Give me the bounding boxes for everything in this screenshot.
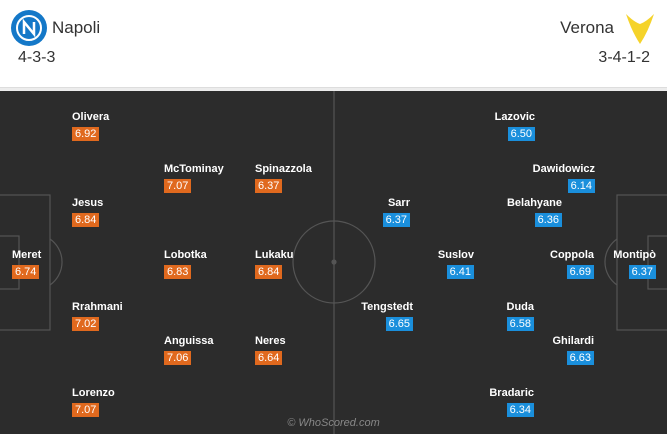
player-rating: 6.41 xyxy=(446,265,474,279)
player-rating: 7.07 xyxy=(72,403,100,417)
player: Duda 6.58 xyxy=(506,300,535,331)
pitch xyxy=(0,91,667,434)
player-rating: 6.63 xyxy=(566,351,594,365)
player-name: Belahyane xyxy=(506,197,562,209)
player-rating: 6.83 xyxy=(164,265,192,279)
player: Dawidowicz 6.14 xyxy=(533,162,595,193)
player-rating: 6.58 xyxy=(506,317,534,331)
player-name: Bradaric xyxy=(489,387,534,399)
player: Coppola 6.69 xyxy=(550,248,594,279)
watermark: © WhoScored.com xyxy=(287,417,380,429)
player-rating: 6.69 xyxy=(566,265,594,279)
player-name: Rrahmani xyxy=(72,301,123,313)
player-rating: 6.84 xyxy=(72,213,100,227)
home-formation: 4-3-3 xyxy=(18,49,56,66)
player-rating: 6.37 xyxy=(628,265,656,279)
player: Ghilardi 6.63 xyxy=(552,334,594,365)
player-rating: 6.92 xyxy=(72,127,100,141)
player: Lazovic 6.50 xyxy=(495,110,535,141)
player: Meret 6.74 xyxy=(12,248,41,279)
player: Bradaric 6.34 xyxy=(489,386,534,417)
player-name: Neres xyxy=(255,335,286,347)
player-name: Tengstedt xyxy=(361,301,413,313)
player-rating: 6.37 xyxy=(255,179,283,193)
player-name: Montipò xyxy=(613,249,656,261)
player: Lukaku 6.84 xyxy=(255,248,294,279)
player-rating: 7.06 xyxy=(164,351,192,365)
away-name: Verona xyxy=(560,18,614,37)
player: Rrahmani 7.02 xyxy=(72,300,123,331)
player-rating: 7.07 xyxy=(164,179,192,193)
player-rating: 6.74 xyxy=(12,265,40,279)
player-rating: 7.02 xyxy=(72,317,100,331)
player-rating: 6.14 xyxy=(567,179,595,193)
player: Montipò 6.37 xyxy=(613,248,656,279)
player-name: Spinazzola xyxy=(255,163,312,175)
header: Napoli 4-3-3 Verona 3-4-1-2 xyxy=(0,0,667,88)
player-rating: 6.65 xyxy=(385,317,413,331)
player: Olivera 6.92 xyxy=(72,110,109,141)
player-name: Dawidowicz xyxy=(532,163,595,175)
player-rating: 6.37 xyxy=(382,213,410,227)
player-name: Lazovic xyxy=(494,111,535,123)
home-logo xyxy=(11,10,47,46)
player-name: Olivera xyxy=(72,111,110,123)
player-name: Lukaku xyxy=(255,249,294,261)
player-name: Lorenzo xyxy=(72,387,115,399)
player-name: Suslov xyxy=(437,249,474,261)
player-name: Coppola xyxy=(550,249,594,261)
player: Sarr 6.37 xyxy=(382,196,410,227)
player: Lorenzo 7.07 xyxy=(72,386,115,417)
player-rating: 6.64 xyxy=(255,351,283,365)
player-name: Meret xyxy=(12,249,42,261)
player-name: Duda xyxy=(506,301,535,313)
player-rating: 6.34 xyxy=(506,403,534,417)
player: Spinazzola 6.37 xyxy=(255,162,312,193)
player: Lobotka 6.83 xyxy=(164,248,207,279)
home-name: Napoli xyxy=(52,18,101,37)
player: Jesus 6.84 xyxy=(72,196,103,227)
player: Belahyane 6.36 xyxy=(507,196,562,227)
player-name: Lobotka xyxy=(164,249,207,261)
player-rating: 6.84 xyxy=(255,265,283,279)
away-formation: 3-4-1-2 xyxy=(598,49,650,66)
player-name: Ghilardi xyxy=(552,335,594,347)
player: Suslov 6.41 xyxy=(438,248,474,279)
player: Anguissa 7.06 xyxy=(164,334,214,365)
player-name: Anguissa xyxy=(164,335,214,347)
player: McTominay 7.07 xyxy=(164,162,224,193)
player-name: McTominay xyxy=(164,163,224,175)
player-name: Sarr xyxy=(387,197,410,209)
player-name: Jesus xyxy=(72,197,104,209)
away-logo xyxy=(626,14,654,44)
player: Neres 6.64 xyxy=(255,334,286,365)
player-rating: 6.36 xyxy=(534,213,562,227)
player: Tengstedt 6.65 xyxy=(361,300,413,331)
player-rating: 6.50 xyxy=(507,127,535,141)
